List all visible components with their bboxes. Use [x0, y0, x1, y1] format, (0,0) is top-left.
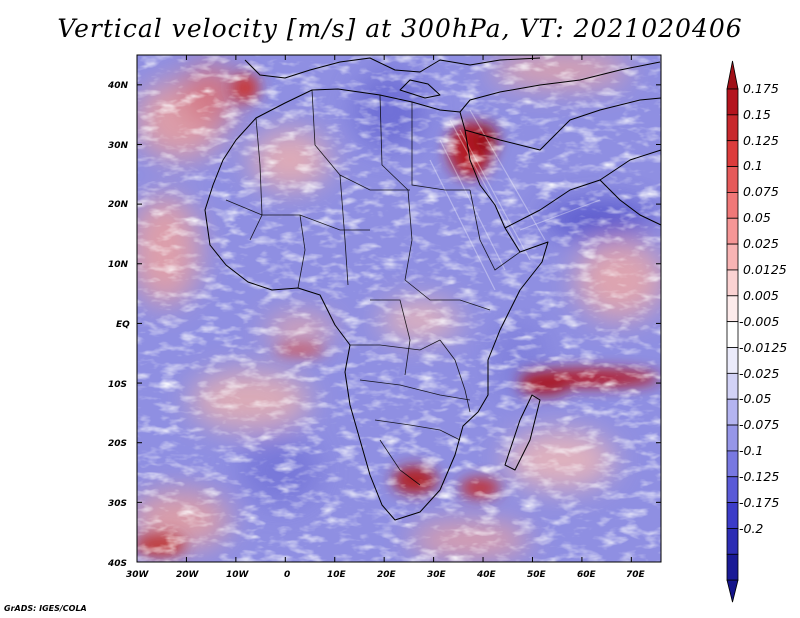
colorbar-label: 0.175 [743, 81, 779, 96]
colorbar-label: 0.05 [743, 210, 771, 225]
colorbar-label: -0.025 [739, 366, 779, 381]
colorbar-swatch [726, 166, 739, 193]
colorbar-swatch [726, 398, 739, 426]
colorbar-label: -0.1 [739, 443, 763, 458]
lat-label: 20N [108, 200, 129, 210]
lat-label: 30N [108, 141, 129, 151]
colorbar-label: -0.0125 [739, 340, 787, 355]
colorbar-label: 0.0125 [743, 262, 787, 277]
colorbar-label: 0.025 [743, 236, 779, 251]
lat-label: 40N [107, 81, 129, 91]
colorbar-label: -0.05 [739, 391, 771, 406]
colorbar-swatch [726, 269, 739, 297]
colorbar-swatch [726, 450, 739, 478]
chart-title: Vertical velocity [m/s] at 300hPa, VT: 2… [57, 14, 743, 43]
map-frame [136, 54, 662, 563]
colorbar-swatch [726, 347, 739, 374]
colorbar-label: -0.175 [739, 495, 779, 510]
lon-label: 70E [626, 570, 646, 580]
colorbar-swatch [726, 476, 739, 504]
colorbar-label: 0.005 [743, 288, 779, 303]
lat-label: 20S [108, 439, 127, 449]
lon-label: 50E [527, 570, 547, 580]
colorbar-swatch [726, 140, 739, 167]
colorbar-swatch [726, 88, 739, 116]
colorbar-label: -0.125 [739, 469, 779, 484]
lat-label: 40S [107, 559, 127, 569]
lat-label: 30S [108, 499, 127, 509]
colorbar-label: -0.005 [739, 314, 779, 329]
colorbar-swatch [726, 424, 739, 452]
lon-label: 30E [427, 570, 447, 580]
colorbar-label: 0.1 [743, 158, 763, 173]
colorbar-labels: 0.175 0.15 0.125 0.1 0.075 0.05 0.025 0.… [739, 81, 787, 536]
lon-label: 20E [377, 570, 397, 580]
colorbar-label: -0.075 [739, 417, 779, 432]
colorbar-label: 0.075 [743, 184, 779, 199]
colorbar-swatch [726, 321, 739, 348]
colorbar-extend-top [726, 60, 739, 90]
internal-borders [225, 89, 521, 486]
colorbar-swatch [726, 114, 739, 142]
axis-labels: 40N 30N 20N 10N EQ 10S 20S 30S 40S 30W 2… [107, 81, 646, 580]
lat-label: EQ [116, 320, 130, 330]
colorbar-swatch [726, 243, 739, 271]
colorbar-label: 0.15 [743, 107, 771, 122]
colorbar-swatch [726, 528, 739, 555]
lon-label: 0 [284, 570, 290, 580]
colorbar-swatch [726, 502, 739, 529]
colorbar-extend-bottom [726, 579, 739, 603]
credit-text: GrADS: IGES/COLA [4, 604, 87, 613]
lon-label: 20W [176, 570, 200, 580]
lat-label: 10N [108, 260, 129, 270]
colorbar-swatch [726, 553, 739, 581]
lon-label: 10W [226, 570, 250, 580]
colorbar-label: 0.125 [743, 133, 779, 148]
lon-label: 30W [126, 570, 150, 580]
velocity-field [137, 55, 661, 562]
country-boundaries [204, 57, 662, 521]
colorbar-swatch [726, 191, 739, 219]
colorbar-swatch [726, 295, 739, 323]
lon-label: 60E [577, 570, 597, 580]
colorbar-swatch [726, 217, 739, 245]
colorbar-label: -0.2 [739, 521, 763, 536]
colorbar [726, 60, 739, 603]
colorbar-swatch [726, 372, 739, 400]
lon-label: 40E [476, 570, 497, 580]
lon-label: 10E [327, 570, 347, 580]
lat-label: 10S [108, 380, 127, 390]
